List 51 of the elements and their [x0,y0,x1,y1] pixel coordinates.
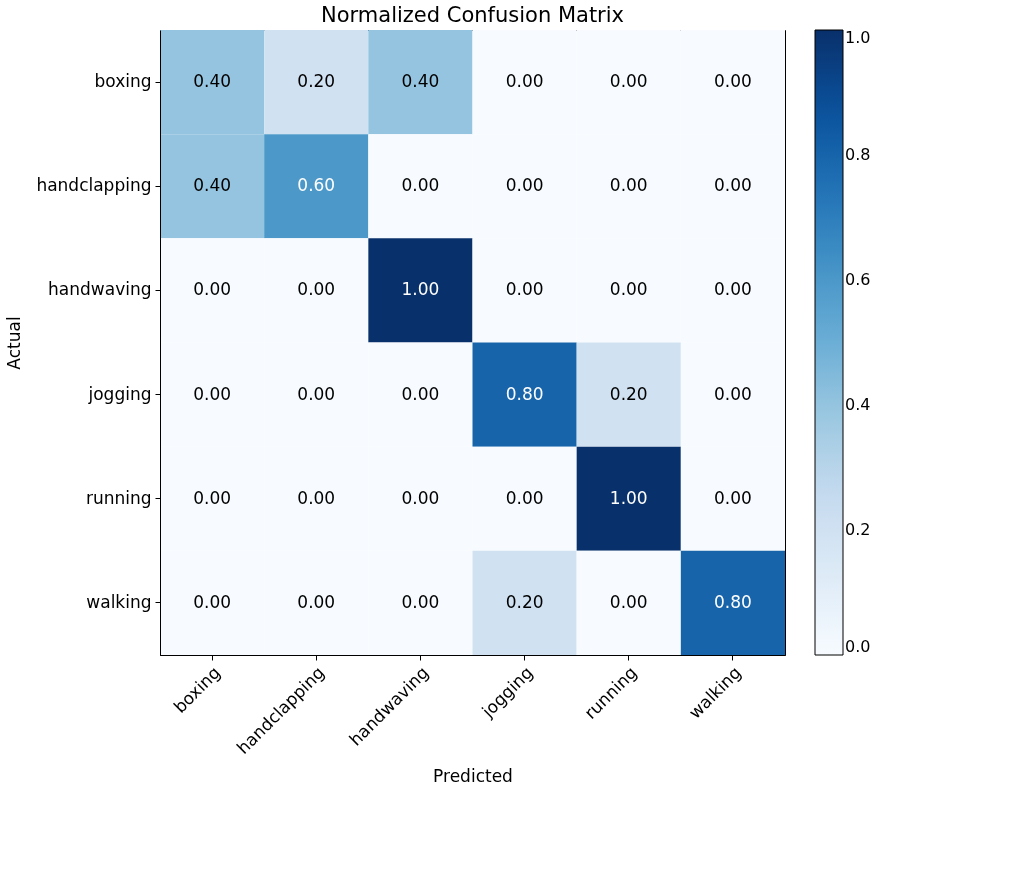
color-bar-label: 0.6 [845,270,871,289]
data-label: 0.40 [193,71,232,92]
color-bar-label: 0.4 [845,395,871,414]
data-label: 0.40 [401,71,440,92]
x-axis-title: Predicted [433,766,513,787]
data-label: 0.00 [193,383,232,404]
color-bar-label: 0.0 [845,637,871,656]
data-label: 0.00 [713,383,752,404]
y-tick-label: running [85,487,152,508]
color-bar-label: 0.8 [845,145,871,164]
data-label: 0.20 [297,71,336,92]
data-label: 0.00 [297,487,336,508]
data-label: 0.00 [401,383,440,404]
color-bar-label: 1.0 [845,28,871,47]
data-label: 0.00 [713,487,752,508]
y-tick-label: handwaving [48,279,152,300]
data-label: 0.00 [401,591,440,612]
data-label: 0.80 [505,383,544,404]
y-axis-title: Actual [4,316,25,370]
data-label: 0.00 [297,383,336,404]
data-label: 0.40 [193,175,232,196]
color-bar-label: 0.2 [845,520,871,539]
data-label: 0.00 [609,71,648,92]
y-tick-label: boxing [94,71,152,92]
y-tick-label: walking [86,591,152,612]
data-label: 0.80 [713,591,752,612]
data-label: 1.00 [401,279,440,300]
data-label: 0.60 [297,175,336,196]
data-label: 0.00 [401,487,440,508]
data-label: 0.00 [505,279,544,300]
data-label: 0.20 [505,591,544,612]
data-label: 0.00 [193,591,232,612]
data-label: 0.00 [713,175,752,196]
y-tick-label: handclapping [36,175,152,196]
data-label: 0.00 [401,175,440,196]
data-label: 0.00 [297,279,336,300]
y-tick-label: jogging [87,383,152,404]
data-label: 0.00 [609,175,648,196]
data-label: 0.00 [505,487,544,508]
data-label: 0.00 [713,279,752,300]
data-label: 0.00 [713,71,752,92]
data-label: 0.00 [193,279,232,300]
data-label: 0.20 [609,383,648,404]
data-label: 0.00 [609,279,648,300]
chart-title: Normalized Confusion Matrix [320,3,625,27]
data-label: 0.00 [505,71,544,92]
data-label: 0.00 [609,591,648,612]
data-label: 0.00 [505,175,544,196]
data-label: 0.00 [193,487,232,508]
data-label: 0.00 [297,591,336,612]
data-label: 1.00 [609,487,648,508]
